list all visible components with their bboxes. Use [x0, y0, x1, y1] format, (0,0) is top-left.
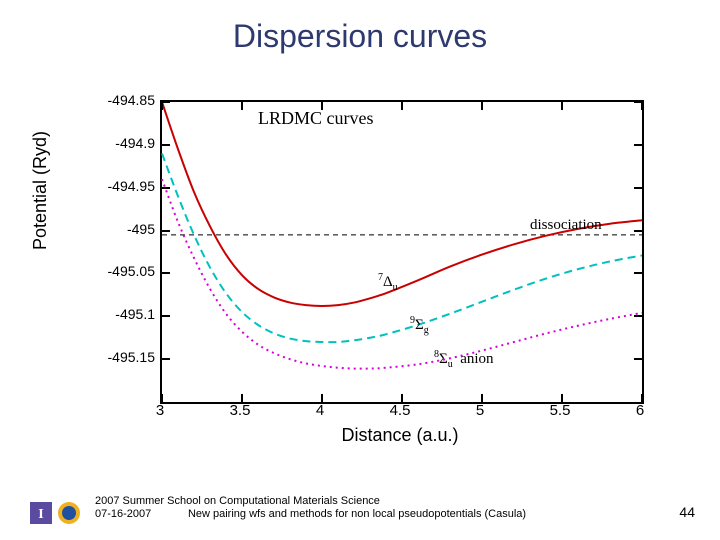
y-tick-label: -495: [60, 221, 155, 237]
footer-line1: 2007 Summer School on Computational Mate…: [95, 495, 526, 509]
x-tick-label: 5.5: [550, 402, 571, 419]
y-tick-mark: [162, 230, 170, 232]
series-label-8Sigma_u_anion: 8Σu anion: [434, 349, 494, 370]
footer-icons: I: [30, 502, 80, 524]
x-tick-mark: [241, 394, 243, 402]
dispersion-chart: Potential (Ryd) Distance (a.u.) dissocia…: [60, 90, 660, 455]
x-tick-label: 5: [476, 402, 484, 419]
series-label-9Sigma_g: 9Σg: [410, 315, 429, 336]
footer-text: 2007 Summer School on Computational Mate…: [95, 495, 526, 523]
x-tick-label: 3: [156, 402, 164, 419]
footer-line2: 07-16-2007 New pairing wfs and methods f…: [95, 508, 526, 522]
x-tick-label: 4: [316, 402, 324, 419]
y-tick-mark: [634, 230, 642, 232]
dissociation-label: dissociation: [530, 217, 602, 234]
page-number: 44: [679, 504, 695, 520]
y-tick-label: -495.05: [60, 263, 155, 279]
series-7Delta_u: [162, 102, 642, 306]
y-tick-label: -495.1: [60, 306, 155, 322]
y-tick-mark: [162, 358, 170, 360]
nsf-icon: [58, 502, 80, 524]
x-tick-mark: [401, 394, 403, 402]
y-tick-mark: [162, 272, 170, 274]
y-tick-mark: [634, 272, 642, 274]
y-tick-label: -495.15: [60, 349, 155, 365]
x-tick-mark: [641, 394, 643, 402]
x-tick-mark: [321, 394, 323, 402]
x-tick-label: 4.5: [390, 402, 411, 419]
slide-title: Dispersion curves: [0, 18, 720, 55]
x-tick-mark: [161, 102, 163, 110]
x-tick-mark: [641, 102, 643, 110]
svg-text:I: I: [38, 507, 43, 522]
y-tick-label: -494.85: [60, 92, 155, 108]
y-tick-mark: [162, 187, 170, 189]
x-tick-mark: [561, 394, 563, 402]
y-axis-label: Potential (Ryd): [30, 131, 51, 250]
x-tick-mark: [241, 102, 243, 110]
y-tick-mark: [162, 144, 170, 146]
y-tick-label: -494.95: [60, 178, 155, 194]
x-tick-label: 3.5: [230, 402, 251, 419]
illinois-icon: I: [30, 502, 52, 524]
x-tick-mark: [481, 394, 483, 402]
plot-area: dissociation LRDMC curves 7Δu 9Σg 8Σu anion: [160, 100, 644, 404]
series-9Sigma_g: [162, 153, 642, 342]
series-label-7Delta_u: 7Δu: [378, 272, 398, 293]
y-tick-mark: [634, 144, 642, 146]
x-tick-mark: [401, 102, 403, 110]
chart-inner-title: LRDMC curves: [258, 108, 374, 129]
x-tick-mark: [561, 102, 563, 110]
y-tick-mark: [634, 187, 642, 189]
x-tick-mark: [481, 102, 483, 110]
x-axis-label: Distance (a.u.): [160, 425, 640, 446]
series-8Sigma_u_anion: [162, 179, 642, 369]
y-tick-mark: [162, 315, 170, 317]
x-tick-mark: [161, 394, 163, 402]
y-tick-mark: [162, 101, 170, 103]
curves-svg: [162, 102, 642, 402]
x-tick-label: 6: [636, 402, 644, 419]
y-tick-mark: [634, 358, 642, 360]
y-tick-mark: [634, 315, 642, 317]
y-tick-label: -494.9: [60, 135, 155, 151]
